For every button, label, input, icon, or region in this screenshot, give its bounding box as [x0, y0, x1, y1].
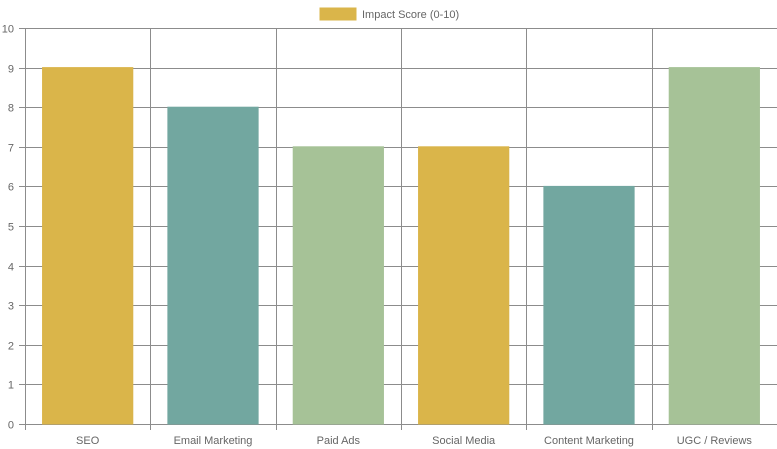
legend[interactable]: Impact Score (0-10)	[319, 7, 459, 21]
y-tick-label: 1	[8, 380, 14, 392]
y-tick-label: 10	[2, 24, 14, 36]
legend-label: Impact Score (0-10)	[362, 9, 459, 21]
gridlines	[19, 28, 777, 430]
bar[interactable]	[668, 67, 760, 425]
x-axis: SEO Email Marketing Paid Ads Social Media Co…	[76, 435, 752, 447]
legend-swatch	[319, 7, 357, 21]
bar[interactable]	[292, 146, 384, 425]
bar[interactable]	[167, 106, 259, 425]
x-tick-label: UGC / Reviews	[677, 435, 753, 447]
y-tick-label: 7	[8, 143, 14, 155]
y-tick-label: 4	[8, 262, 14, 274]
y-tick-label: 6	[8, 182, 14, 194]
x-tick-label: Content Marketing	[544, 435, 634, 447]
y-tick-label: 2	[8, 341, 14, 353]
bar[interactable]	[543, 185, 635, 425]
y-tick-label: 0	[8, 420, 14, 432]
y-axis: 0 1 2 3 4 5 6 7 8 9 10	[2, 24, 14, 432]
y-tick-label: 5	[8, 222, 14, 234]
y-tick-label: 8	[8, 103, 14, 115]
x-tick-label: Social Media	[432, 435, 496, 447]
x-tick-label: Email Marketing	[174, 435, 253, 447]
bar[interactable]	[42, 67, 134, 425]
y-tick-label: 9	[8, 64, 14, 76]
x-tick-label: SEO	[76, 435, 100, 447]
bars	[42, 67, 760, 425]
bar[interactable]	[418, 146, 510, 425]
x-tick-label: Paid Ads	[317, 435, 361, 447]
y-tick-label: 3	[8, 301, 14, 313]
